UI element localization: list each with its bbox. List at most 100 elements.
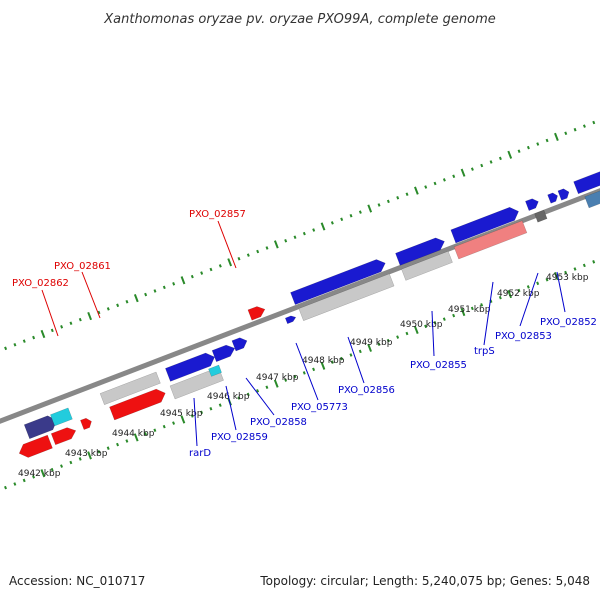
gene-label-pxo-02861[interactable]: PXO_02861: [54, 261, 111, 272]
scale-label: 4951 kbp: [448, 305, 491, 315]
scale-tick: [452, 174, 456, 179]
gene-label-pxo-02856[interactable]: PXO_02856: [338, 385, 395, 396]
scale-tick: [32, 335, 36, 340]
scale-tick: [396, 335, 400, 339]
scale-tick: [526, 285, 530, 289]
callout-line: [81, 271, 101, 319]
scale-label: 4945 kbp: [160, 409, 203, 419]
scale-tick: [227, 258, 233, 267]
scale-tick: [564, 131, 568, 136]
scale-tick: [200, 271, 204, 275]
scale-tick: [582, 263, 586, 268]
scale-tick: [573, 127, 577, 132]
gene-feature: [395, 237, 445, 266]
scale-tick: [78, 317, 82, 322]
scale-tick: [358, 210, 362, 214]
gene-feature: [573, 171, 600, 195]
scale-tick: [386, 199, 390, 204]
scale-tick: [302, 231, 306, 236]
scale-tick: [97, 310, 101, 315]
gene-feature: [298, 273, 395, 322]
scale-tick: [460, 307, 466, 317]
gene-label-pxo-02857[interactable]: PXO_02857: [189, 209, 246, 220]
scale-tick: [125, 439, 129, 443]
scale-tick: [162, 424, 166, 429]
scale-tick: [293, 235, 297, 239]
scale-tick: [265, 246, 269, 250]
scale-tick: [87, 311, 92, 321]
scale-tick: [237, 396, 241, 400]
scale-tick: [414, 186, 419, 195]
scale-tick: [349, 213, 353, 218]
map-title: Xanthomonas oryzae pv. oryzae PXO99A, co…: [103, 12, 496, 27]
scale-tick: [526, 145, 530, 150]
callout-line: [295, 342, 319, 401]
scale-tick: [133, 294, 139, 303]
gene-feature: [99, 371, 161, 406]
scale-tick: [498, 156, 502, 161]
gene-feature: [284, 315, 297, 325]
scale-tick: [106, 446, 110, 450]
scale-tick: [433, 320, 437, 325]
scale-tick: [106, 307, 110, 311]
gene-label-rard[interactable]: rarD: [189, 448, 211, 459]
gene-label-pxo-05773[interactable]: PXO_05773: [291, 402, 348, 413]
scale-tick: [200, 410, 204, 415]
scale-label: 4948 kbp: [302, 356, 345, 366]
scale-label: 4944 kbp: [112, 429, 155, 439]
gene-feature: [584, 190, 600, 209]
scale-tick: [553, 272, 559, 281]
gene-label-pxo-02853[interactable]: PXO_02853: [495, 331, 552, 342]
scale-tick: [545, 138, 549, 143]
scale-tick: [69, 460, 73, 465]
gene-label-pxo-02858[interactable]: PXO_02858: [250, 417, 307, 428]
scale-tick: [312, 228, 316, 232]
gene-feature: [50, 427, 77, 446]
scale-tick: [320, 361, 326, 370]
scale-tick: [60, 325, 64, 329]
scale-tick: [592, 260, 596, 264]
scale-tick: [218, 264, 222, 268]
gene-label-pxo-02859[interactable]: PXO_02859: [211, 432, 268, 443]
scale-tick: [367, 204, 373, 213]
scale-tick: [273, 379, 279, 388]
scale-tick: [218, 403, 222, 407]
gene-feature: [453, 220, 528, 260]
scale-tick: [405, 192, 409, 196]
scale-tick: [386, 338, 390, 343]
scale-tick: [554, 132, 559, 141]
genome-track[interactable]: [0, 114, 600, 496]
scale-tick: [312, 367, 316, 372]
gene-feature: [401, 250, 453, 281]
scale-tick: [246, 392, 250, 397]
scale-tick: [433, 181, 437, 186]
gene-label-pxo-02855[interactable]: PXO_02855: [410, 360, 467, 371]
scale-tick: [22, 478, 26, 483]
scale-label: 4949 kbp: [350, 338, 393, 348]
scale-tick: [265, 385, 269, 390]
scale-tick: [442, 317, 446, 321]
callout-line: [245, 377, 275, 416]
scale-tick: [340, 356, 344, 361]
scale-label: 4952 kbp: [497, 289, 540, 299]
gene-label-pxo-02852[interactable]: PXO_02852: [540, 317, 597, 328]
scale-label: 4947 kbp: [256, 373, 299, 383]
gene-feature: [247, 306, 266, 321]
scale-tick: [172, 282, 176, 286]
callout-line: [41, 289, 59, 337]
scale-tick: [144, 292, 148, 297]
gene-label-trps[interactable]: trpS: [474, 346, 495, 357]
scale-tick: [460, 168, 466, 177]
scale-tick: [470, 306, 474, 311]
scale-tick: [32, 475, 35, 479]
scale-tick: [284, 239, 288, 243]
scale-tick: [162, 285, 166, 290]
scale-tick: [133, 433, 139, 442]
scale-tick: [302, 371, 306, 375]
scale-tick: [60, 464, 64, 468]
scale-tick: [256, 389, 260, 393]
gene-label-pxo-02862[interactable]: PXO_02862: [12, 278, 69, 289]
scale-tick: [452, 313, 456, 318]
scale-tick: [536, 142, 540, 146]
